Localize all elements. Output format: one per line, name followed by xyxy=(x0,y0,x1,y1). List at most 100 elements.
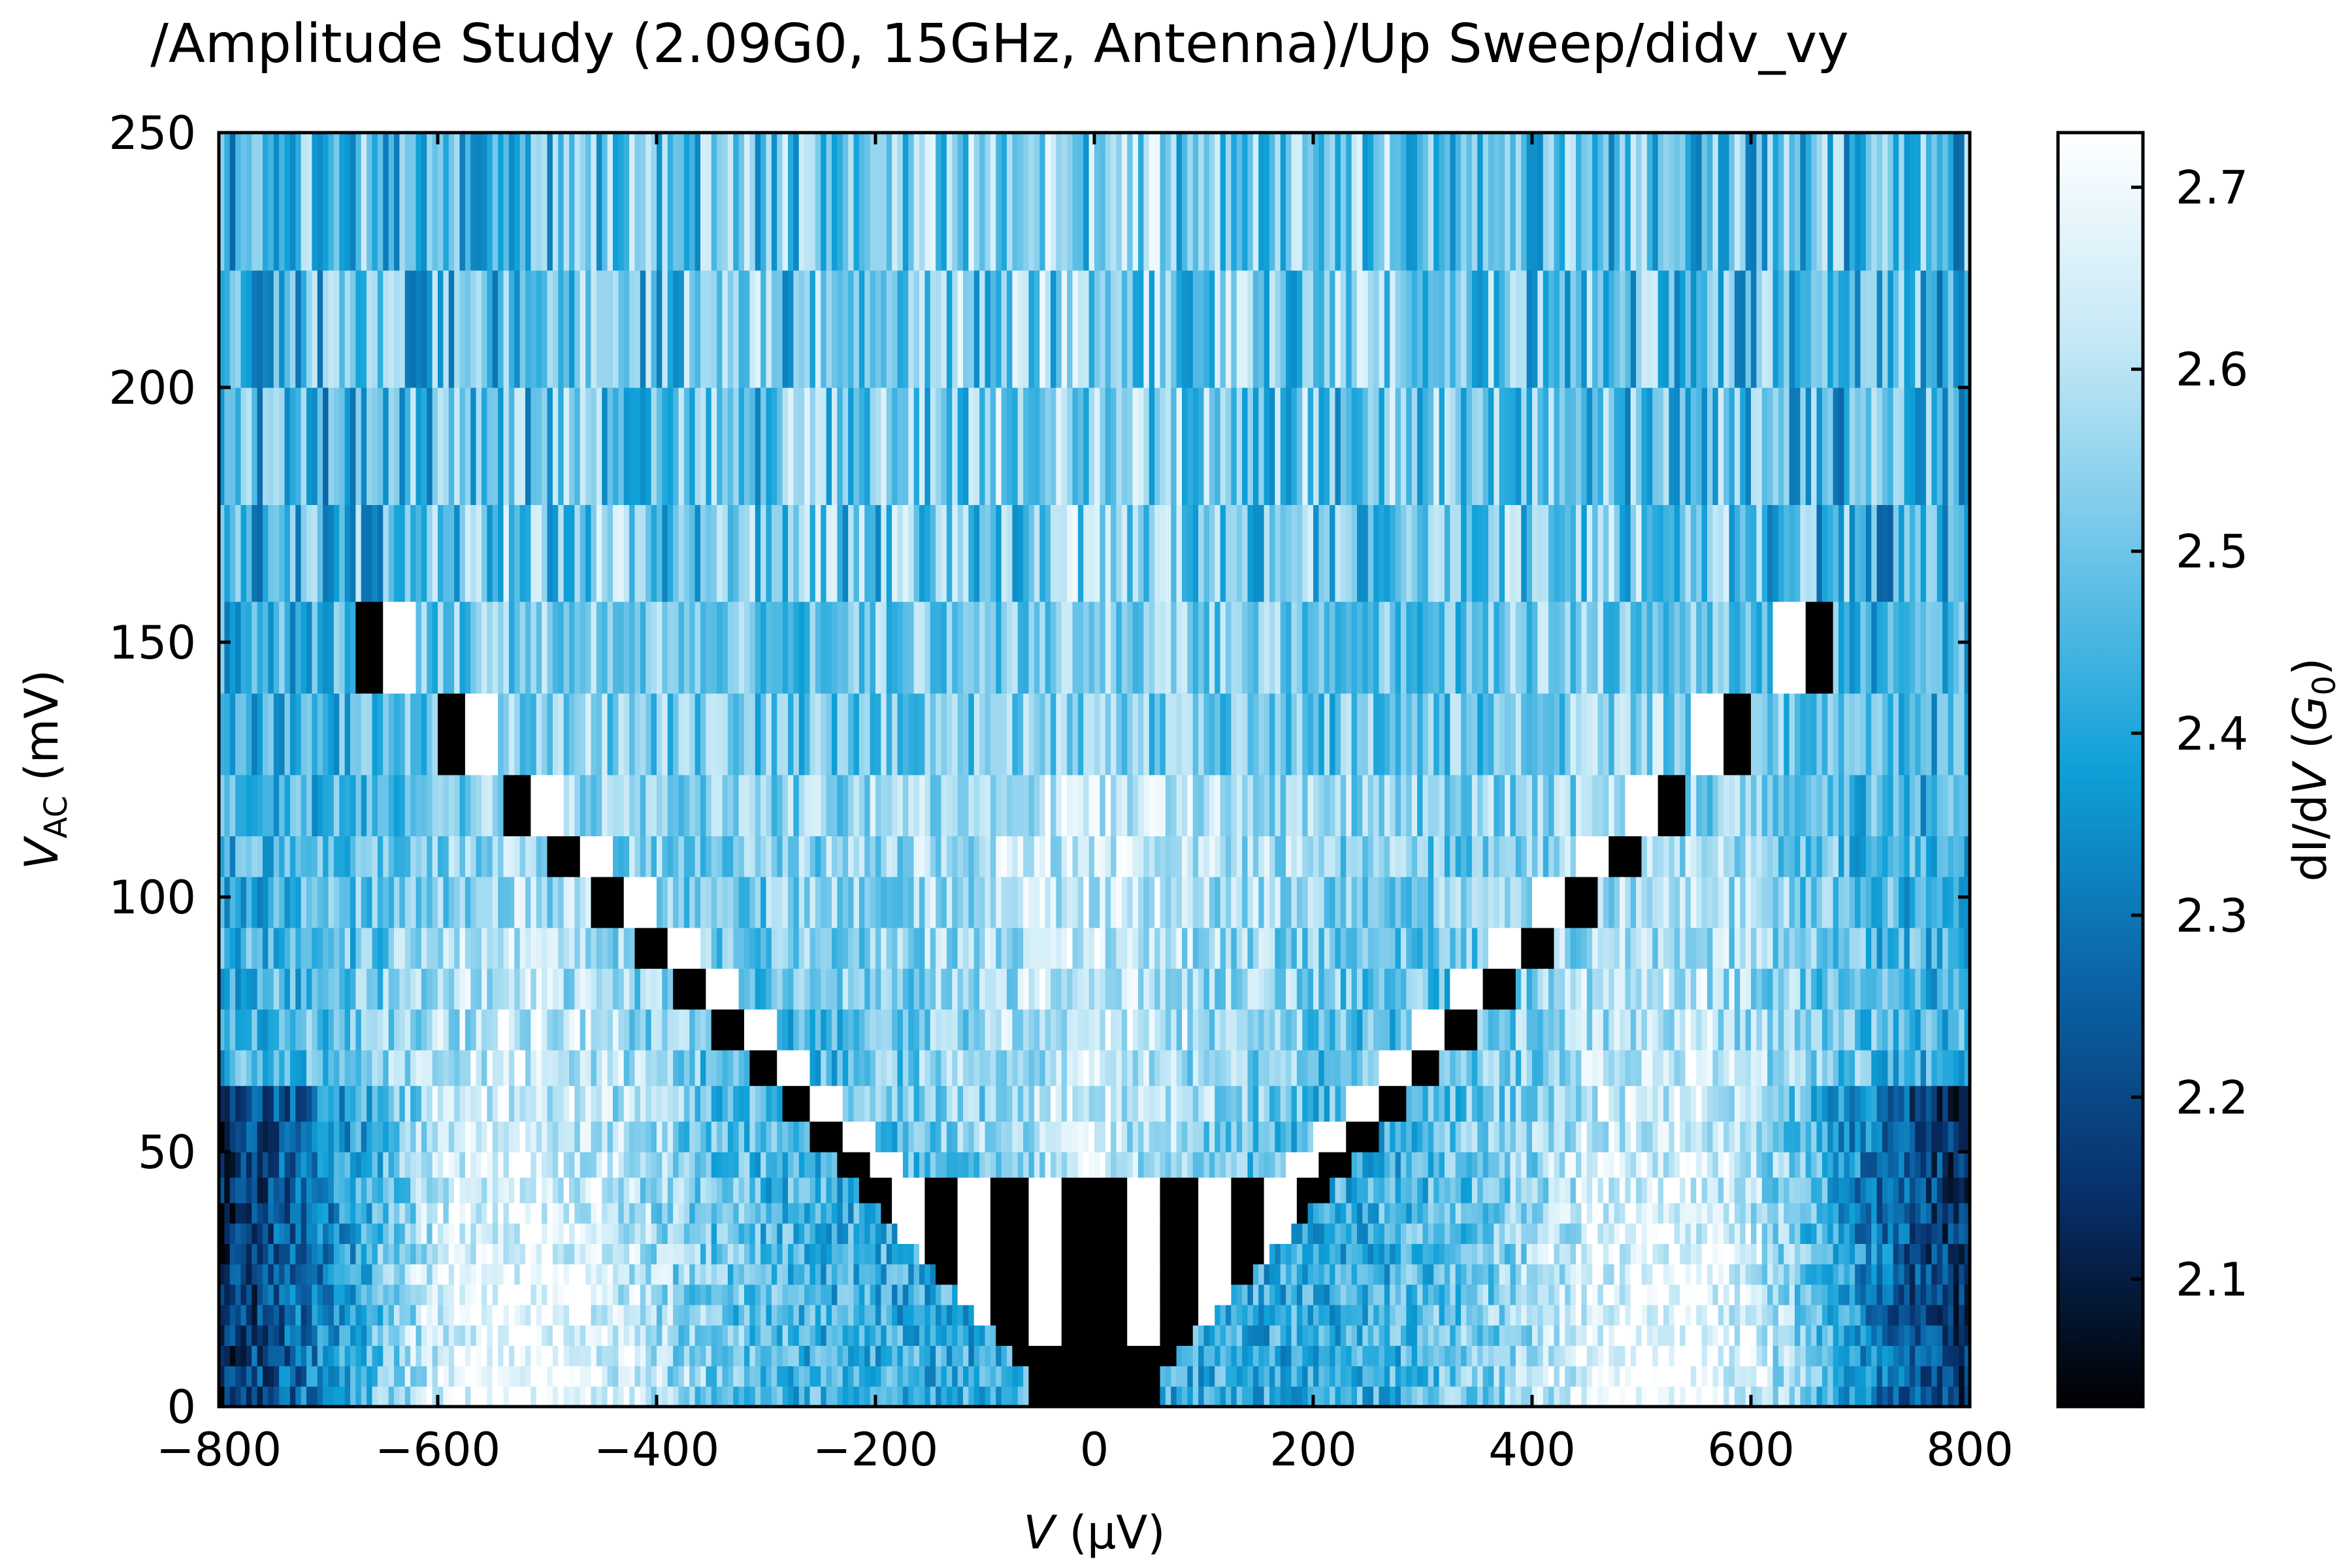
heatmap-cell xyxy=(1811,1086,1817,1122)
heatmap-cell xyxy=(760,1386,766,1407)
heatmap-cell xyxy=(350,1305,356,1326)
heatmap-cell xyxy=(1226,1203,1232,1224)
heatmap-cell xyxy=(1133,1264,1139,1285)
heatmap-cell xyxy=(799,1223,805,1244)
heatmap-cell xyxy=(1893,1284,1899,1305)
heatmap-cell xyxy=(1352,1243,1358,1264)
heatmap-cell xyxy=(1686,1305,1691,1326)
heatmap-cell xyxy=(1603,1284,1609,1305)
heatmap-cell xyxy=(1171,1223,1177,1244)
heatmap-cell xyxy=(470,1086,476,1122)
heatmap-cell xyxy=(1237,1264,1243,1285)
heatmap-cell xyxy=(1198,1366,1204,1387)
heatmap-cell xyxy=(1926,1305,1932,1326)
heatmap-cell xyxy=(1882,1264,1888,1285)
heatmap-cell xyxy=(1122,1086,1128,1122)
heatmap-cell xyxy=(350,1203,356,1224)
heatmap-cell xyxy=(306,1345,312,1366)
heatmap-cell xyxy=(875,1264,881,1285)
heatmap-cell xyxy=(1297,1325,1303,1346)
heatmap-cell xyxy=(1581,1345,1587,1366)
heatmap-cell xyxy=(837,1366,843,1387)
heatmap-cell xyxy=(1346,1223,1352,1244)
heatmap-cell xyxy=(465,1264,471,1285)
heatmap-cell xyxy=(744,1177,750,1203)
heatmap-cell xyxy=(1686,1152,1691,1178)
heatmap-cell xyxy=(963,1203,969,1224)
heatmap-cell xyxy=(399,1305,405,1326)
heatmap-cell xyxy=(1642,1086,1648,1122)
heatmap-cell xyxy=(1275,1050,1281,1086)
heatmap-cell xyxy=(1352,1177,1358,1203)
heatmap-cell xyxy=(1729,1325,1735,1346)
heatmap-cell xyxy=(640,1050,646,1086)
heatmap-cell xyxy=(635,1386,641,1407)
heatmap-cell xyxy=(1138,1009,1144,1051)
heatmap-cell xyxy=(1537,1325,1543,1346)
heatmap-cell xyxy=(1242,1325,1248,1346)
heatmap-cell xyxy=(1762,1386,1768,1407)
heatmap-cell xyxy=(755,1121,761,1152)
heatmap-cell xyxy=(574,1345,580,1366)
heatmap-cell xyxy=(1352,1203,1358,1224)
heatmap-cell xyxy=(1275,1325,1281,1346)
heatmap-cell xyxy=(1537,1050,1543,1086)
heatmap-cell xyxy=(504,1284,510,1305)
heatmap-cell xyxy=(1844,1264,1850,1285)
heatmap-cell xyxy=(306,1386,312,1407)
heatmap-cell xyxy=(859,1366,865,1387)
heatmap-cell xyxy=(378,1009,384,1051)
heatmap-cell xyxy=(1073,1223,1079,1244)
heatmap-cell xyxy=(684,1345,690,1366)
heatmap-cell xyxy=(783,1121,789,1152)
heatmap-cell xyxy=(230,1152,236,1178)
heatmap-cell xyxy=(224,1086,230,1122)
heatmap-cell xyxy=(1133,1009,1139,1051)
heatmap-cell xyxy=(1669,1386,1674,1407)
heatmap-cell xyxy=(493,1325,498,1346)
heatmap-cell xyxy=(372,1152,378,1178)
heatmap-cell xyxy=(383,1345,389,1366)
heatmap-cell xyxy=(723,1305,728,1326)
heatmap-cell xyxy=(1746,1152,1752,1178)
heatmap-cell xyxy=(1609,1050,1614,1086)
heatmap-cell xyxy=(1456,1366,1462,1387)
heatmap-cell xyxy=(624,1305,630,1326)
heatmap-cell xyxy=(924,1264,930,1285)
heatmap-cell xyxy=(739,1203,745,1224)
heatmap-cell xyxy=(1921,1223,1927,1244)
heatmap-cell xyxy=(569,1086,575,1122)
heatmap-cell xyxy=(898,1009,904,1051)
heatmap-cell xyxy=(952,1121,958,1152)
heatmap-cell xyxy=(1735,1284,1740,1305)
heatmap-cell xyxy=(1313,1264,1319,1285)
heatmap-cell xyxy=(1105,1264,1111,1285)
heatmap-cell xyxy=(1598,1243,1604,1264)
heatmap-cell xyxy=(1718,1243,1724,1264)
heatmap-cell xyxy=(1811,1050,1817,1086)
heatmap-cell xyxy=(1341,1325,1347,1346)
heatmap-cell xyxy=(1915,1243,1921,1264)
heatmap-cell xyxy=(668,1152,674,1178)
heatmap-cell xyxy=(1642,1366,1648,1387)
heatmap-cell xyxy=(1450,1203,1456,1224)
heatmap-cell xyxy=(1603,1325,1609,1346)
heatmap-cell xyxy=(1642,1243,1648,1264)
heatmap-cell xyxy=(859,1223,865,1244)
heatmap-cell xyxy=(531,1284,536,1305)
heatmap-cell xyxy=(1445,1366,1450,1387)
heatmap-cell xyxy=(783,1203,789,1224)
heatmap-cell xyxy=(263,1386,269,1407)
heatmap-cell xyxy=(1527,1345,1533,1366)
heatmap-cell xyxy=(306,1050,312,1086)
heatmap-cell xyxy=(1461,1386,1467,1407)
heatmap-cell xyxy=(493,1386,498,1407)
heatmap-cell xyxy=(985,1264,991,1285)
heatmap-cell xyxy=(788,1009,794,1051)
heatmap-cell xyxy=(421,1009,427,1051)
heatmap-cell xyxy=(1762,1152,1768,1178)
heatmap-cell xyxy=(815,1223,821,1244)
heatmap-cell xyxy=(1362,1305,1368,1326)
heatmap-cell xyxy=(1735,1177,1740,1203)
heatmap-cell xyxy=(246,1386,252,1407)
